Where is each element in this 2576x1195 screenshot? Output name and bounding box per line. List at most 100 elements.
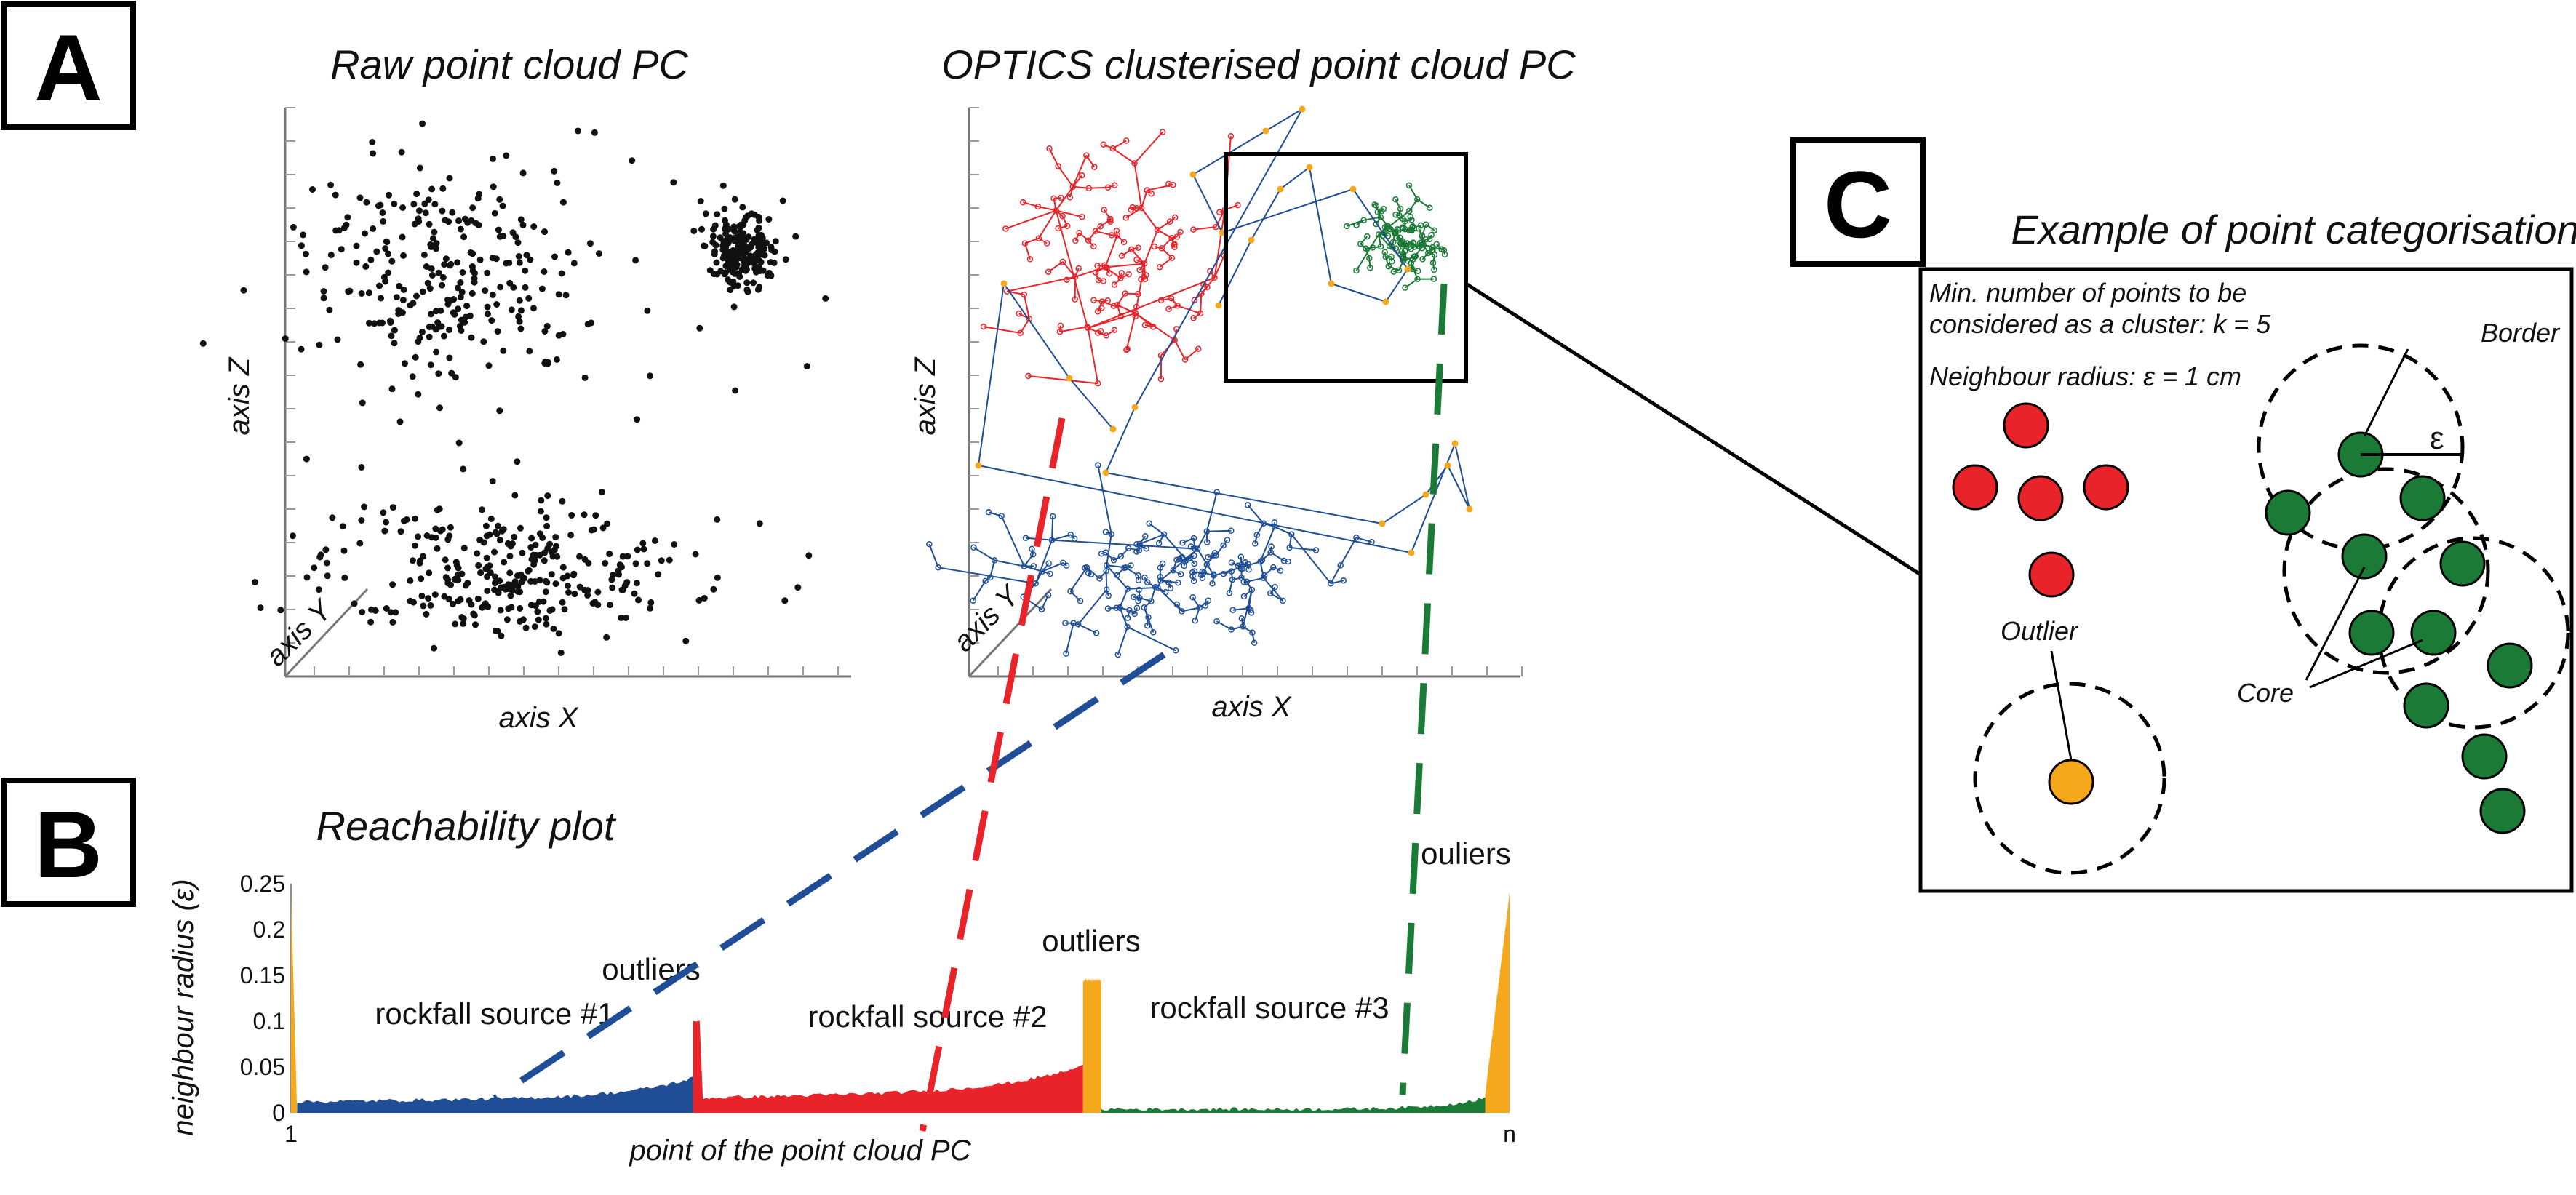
cluster-2-point bbox=[1148, 191, 1155, 197]
cluster-1-point bbox=[1135, 577, 1142, 584]
cluster-3-point bbox=[1385, 263, 1392, 270]
panel-letter-a-box: A bbox=[1, 1, 136, 130]
raw-point bbox=[359, 399, 366, 407]
cluster-2-link bbox=[1116, 234, 1125, 243]
epsilon-symbol: ε bbox=[2430, 420, 2444, 456]
cluster-1-point bbox=[1267, 549, 1274, 556]
raw-point bbox=[437, 527, 444, 535]
outlier-point bbox=[1215, 302, 1222, 309]
raw-point bbox=[370, 225, 377, 232]
raw-outlier-point bbox=[575, 127, 581, 135]
raw-point bbox=[599, 524, 607, 532]
outlier-neighbourhood-circle bbox=[1973, 682, 2166, 875]
cluster-1-point bbox=[985, 509, 992, 516]
raw-point bbox=[682, 637, 690, 644]
cluster-2-link bbox=[1103, 209, 1112, 220]
cluster-1-link bbox=[1240, 556, 1243, 565]
raw-point bbox=[725, 225, 733, 233]
cluster-1-point bbox=[1136, 586, 1142, 593]
cluster-2-link bbox=[1074, 266, 1106, 278]
cluster-1-link bbox=[1251, 632, 1256, 643]
cluster-1-point bbox=[1251, 639, 1258, 647]
cluster-1-point bbox=[1179, 553, 1186, 561]
cluster-3-point bbox=[1381, 249, 1389, 255]
outlier-link bbox=[1105, 407, 1136, 473]
raw-point bbox=[257, 604, 264, 612]
raw-point bbox=[371, 320, 378, 327]
raw-point bbox=[432, 525, 439, 532]
raw-point bbox=[434, 545, 441, 552]
cluster-point bbox=[2487, 642, 2533, 689]
cluster-1-point bbox=[1131, 593, 1137, 601]
cluster-1-link bbox=[1147, 617, 1149, 626]
raw-point bbox=[517, 216, 525, 223]
raw-point bbox=[526, 348, 533, 355]
cluster-2-point bbox=[1111, 281, 1118, 288]
raw-point bbox=[442, 574, 450, 581]
reachability-y-label: neighbour radius (ε) bbox=[167, 879, 199, 1135]
raw-point bbox=[298, 345, 305, 353]
raw-point bbox=[541, 268, 548, 275]
cluster-1-point bbox=[1157, 573, 1164, 580]
raw-point bbox=[511, 533, 518, 540]
raw-outlier-point bbox=[351, 600, 358, 607]
cluster-3-point bbox=[1419, 244, 1426, 252]
raw-point bbox=[240, 287, 247, 294]
raw-point bbox=[541, 328, 549, 335]
raw-point bbox=[559, 575, 567, 582]
raw-point bbox=[409, 373, 416, 380]
cluster-2-link bbox=[1213, 209, 1226, 278]
raw-outlier-point bbox=[415, 215, 422, 223]
cluster-2-link bbox=[1088, 276, 1215, 329]
cluster-1-point bbox=[1248, 586, 1255, 593]
cluster-1-link bbox=[1042, 561, 1064, 572]
raw-point bbox=[474, 595, 482, 602]
cluster-3-point bbox=[1398, 248, 1405, 255]
outlier-area bbox=[1485, 893, 1510, 1113]
raw-outlier-point bbox=[303, 455, 310, 463]
raw-point bbox=[622, 615, 629, 621]
raw-outlier-point bbox=[544, 492, 551, 500]
raw-point bbox=[602, 559, 609, 567]
raw-point bbox=[442, 556, 449, 564]
raw-point bbox=[391, 327, 398, 334]
raw-point bbox=[335, 227, 343, 234]
cluster-3-link bbox=[1398, 208, 1402, 216]
cluster-2-point bbox=[980, 323, 987, 330]
raw-point bbox=[581, 511, 588, 519]
raw-point bbox=[755, 213, 762, 220]
raw-point bbox=[475, 222, 482, 228]
cluster-2-link bbox=[1107, 184, 1115, 188]
raw-point bbox=[399, 233, 406, 241]
cluster-1-link bbox=[1231, 561, 1239, 567]
cluster-1-point bbox=[1248, 607, 1254, 614]
reach-annotation: rockfall source #3 bbox=[1149, 991, 1389, 1025]
raw-point bbox=[416, 164, 423, 172]
raw-point bbox=[744, 288, 751, 295]
raw-point bbox=[365, 289, 372, 297]
cluster-1-point bbox=[1340, 577, 1347, 584]
raw-point bbox=[496, 536, 503, 543]
raw-point bbox=[439, 281, 446, 289]
cluster-1-point bbox=[1160, 531, 1168, 538]
cluster-3-point bbox=[1419, 232, 1426, 239]
raw-point bbox=[358, 517, 365, 524]
cluster-1-point bbox=[1135, 598, 1141, 604]
raw-point bbox=[567, 532, 575, 539]
outlier-point bbox=[975, 462, 982, 469]
noise-point bbox=[2017, 475, 2064, 521]
cluster-1-point bbox=[1131, 610, 1138, 618]
cluster-1-link bbox=[1289, 546, 1317, 551]
cluster-1-link bbox=[1105, 551, 1114, 561]
raw-point bbox=[461, 215, 468, 223]
cluster-2-point bbox=[1069, 183, 1077, 190]
raw-point bbox=[496, 233, 503, 240]
raw-point bbox=[737, 223, 744, 231]
outlier-point bbox=[1248, 236, 1255, 244]
cluster-3-point bbox=[1405, 244, 1412, 251]
raw-point bbox=[710, 585, 717, 593]
cluster-2-point bbox=[1021, 291, 1028, 298]
raw-point bbox=[503, 616, 511, 623]
cluster-2-point bbox=[1076, 229, 1082, 236]
cluster-1-point bbox=[1191, 552, 1197, 559]
